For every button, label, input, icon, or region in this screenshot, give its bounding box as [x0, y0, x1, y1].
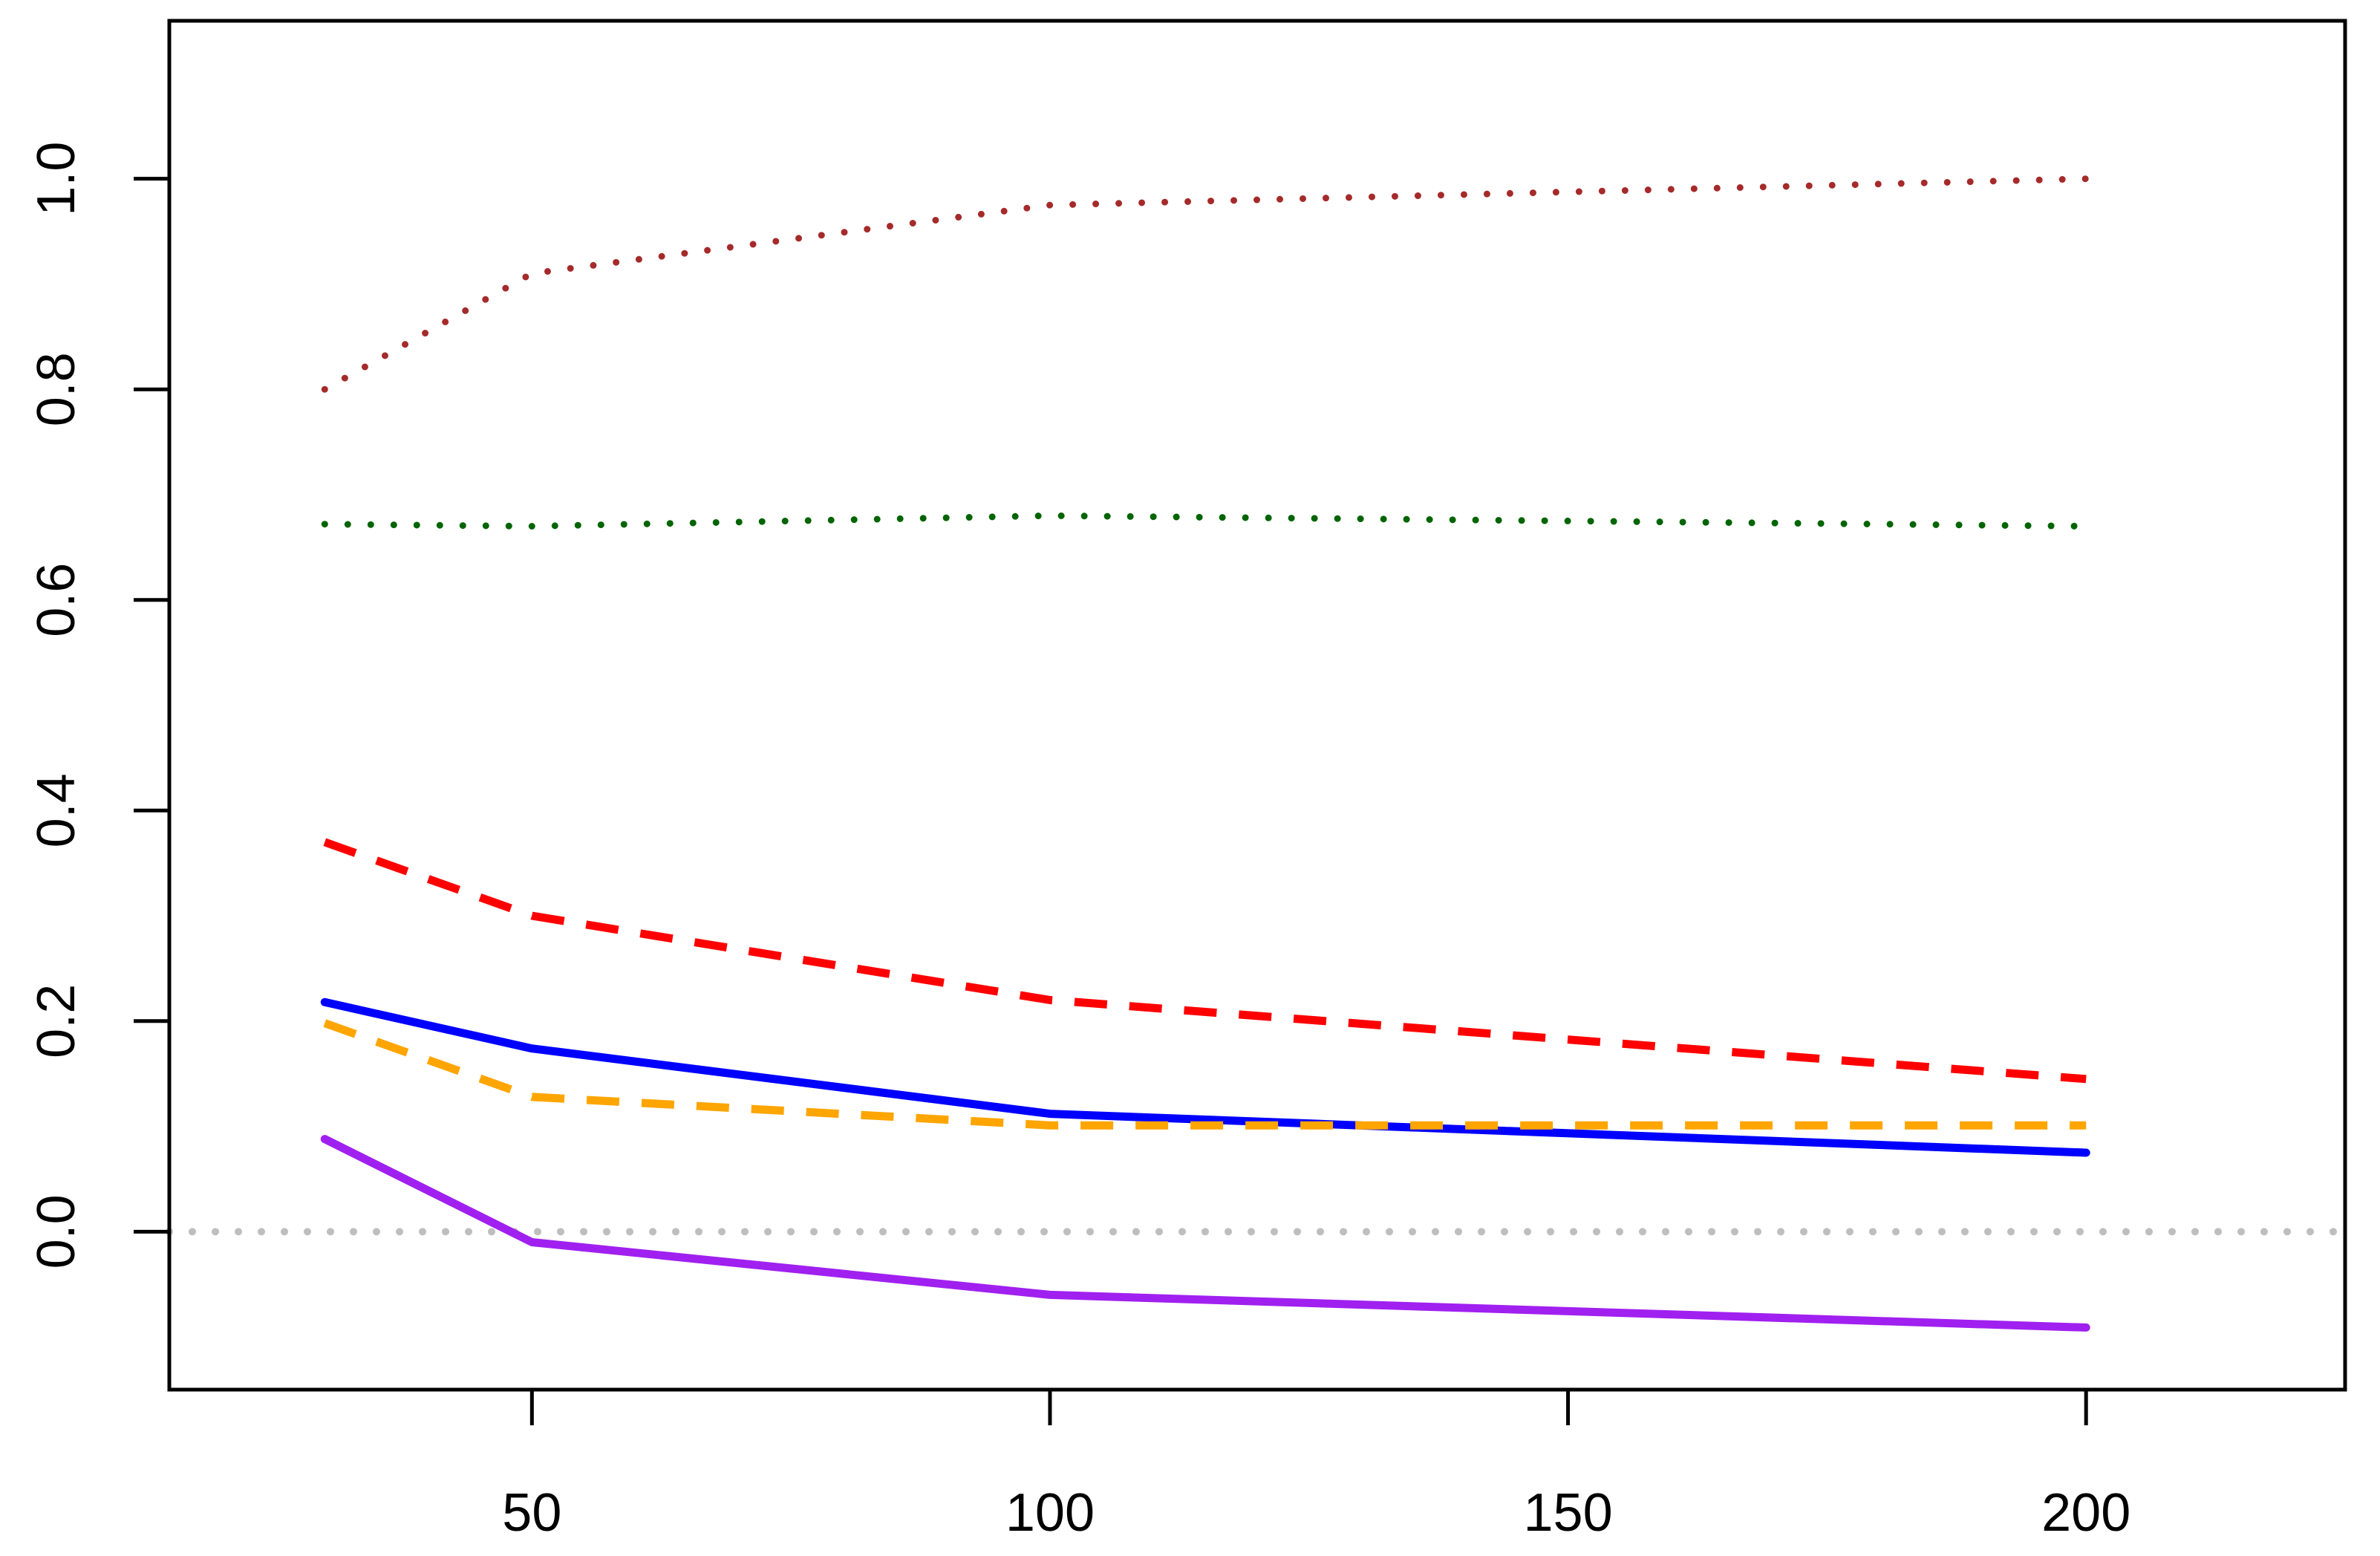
x-axis: 50 100 150 200 — [502, 1390, 2130, 1543]
y-tick-label: 0.2 — [27, 984, 86, 1058]
x-tick-label: 150 — [1524, 1483, 1613, 1543]
x-tick-label: 100 — [1005, 1483, 1095, 1543]
series-line-5 — [323, 1019, 2087, 1130]
y-tick-label: 0.4 — [27, 773, 86, 847]
y-tick-label: 0.8 — [27, 352, 86, 426]
plot-frame — [167, 19, 2347, 1392]
y-axis: 0.0 0.2 0.4 0.6 0.8 1.0 — [27, 142, 169, 1269]
series-line-3 — [323, 838, 2087, 1084]
x-tick-label: 50 — [502, 1483, 561, 1543]
y-tick-label: 1.0 — [27, 142, 86, 216]
y-tick-label: 0.0 — [27, 1194, 86, 1269]
series-layer — [320, 175, 2090, 1332]
y-tick-label: 0.6 — [27, 563, 86, 637]
series-line-6 — [320, 1135, 2090, 1332]
series-line-2 — [321, 512, 2090, 530]
x-tick-label: 200 — [2041, 1483, 2130, 1543]
series-line-4 — [320, 997, 2090, 1157]
